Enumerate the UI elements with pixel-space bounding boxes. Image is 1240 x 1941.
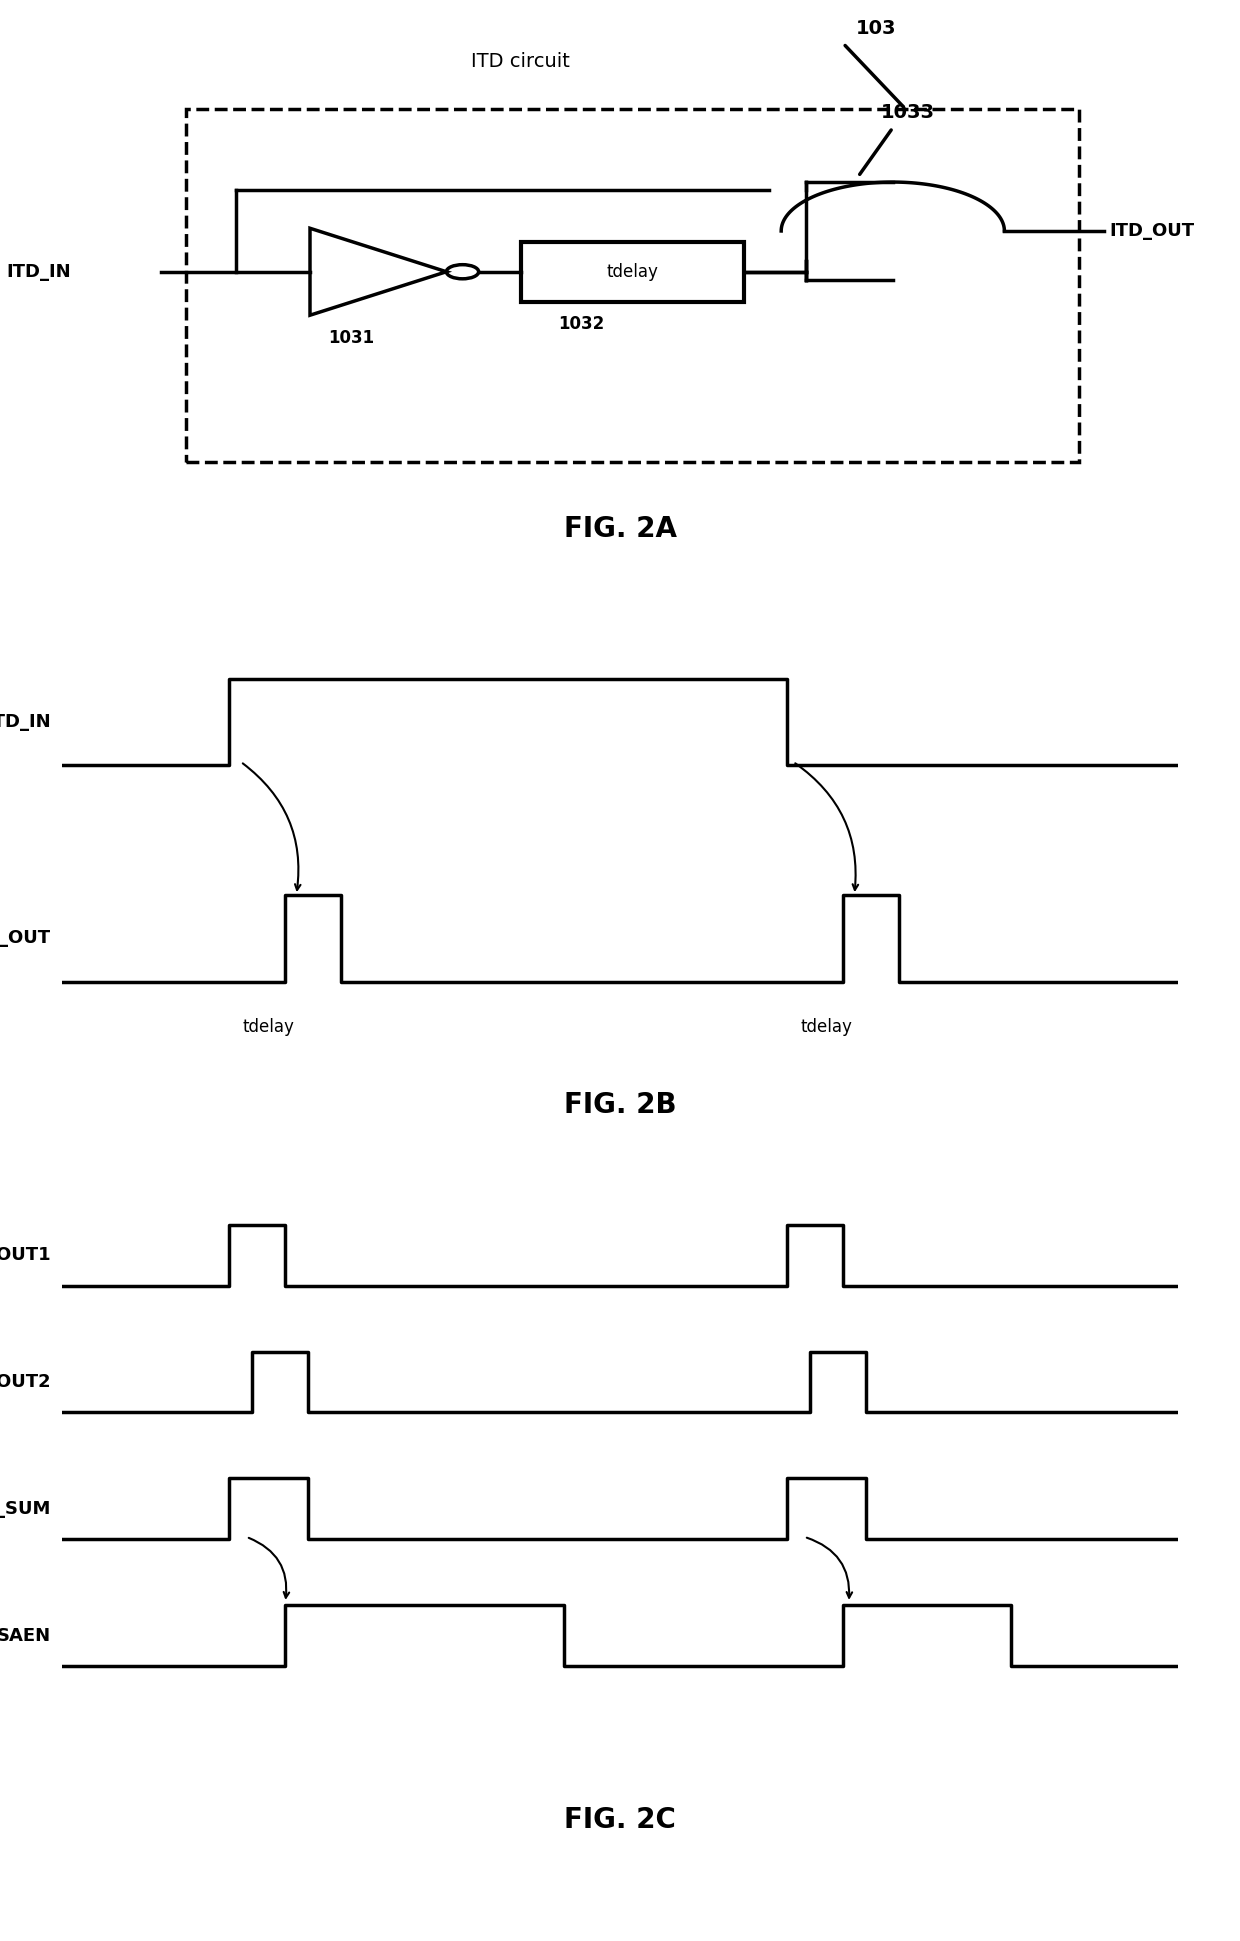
Text: ITD_OUT: ITD_OUT: [0, 930, 51, 947]
Text: FIG. 2C: FIG. 2C: [564, 1805, 676, 1834]
Text: 1033: 1033: [880, 103, 935, 122]
Text: ITD_SUM: ITD_SUM: [0, 1500, 51, 1518]
Text: 103: 103: [856, 19, 897, 39]
Text: ITD_IN: ITD_IN: [6, 262, 71, 281]
Text: FIG. 2A: FIG. 2A: [563, 516, 677, 543]
Text: ITD_OUT1: ITD_OUT1: [0, 1246, 51, 1264]
Text: ITD_OUT: ITD_OUT: [1110, 221, 1195, 241]
Text: tdelay: tdelay: [243, 1017, 294, 1036]
Text: 1032: 1032: [558, 314, 604, 334]
Text: SAEN: SAEN: [0, 1627, 51, 1644]
Text: tdelay: tdelay: [606, 262, 658, 281]
Bar: [521, 243, 744, 301]
Text: ITD_IN: ITD_IN: [0, 712, 51, 732]
Text: 1031: 1031: [329, 328, 374, 347]
Text: ITD_OUT2: ITD_OUT2: [0, 1372, 51, 1392]
Text: ITD circuit: ITD circuit: [471, 52, 570, 70]
Text: tdelay: tdelay: [801, 1017, 852, 1036]
Text: FIG. 2B: FIG. 2B: [564, 1091, 676, 1118]
